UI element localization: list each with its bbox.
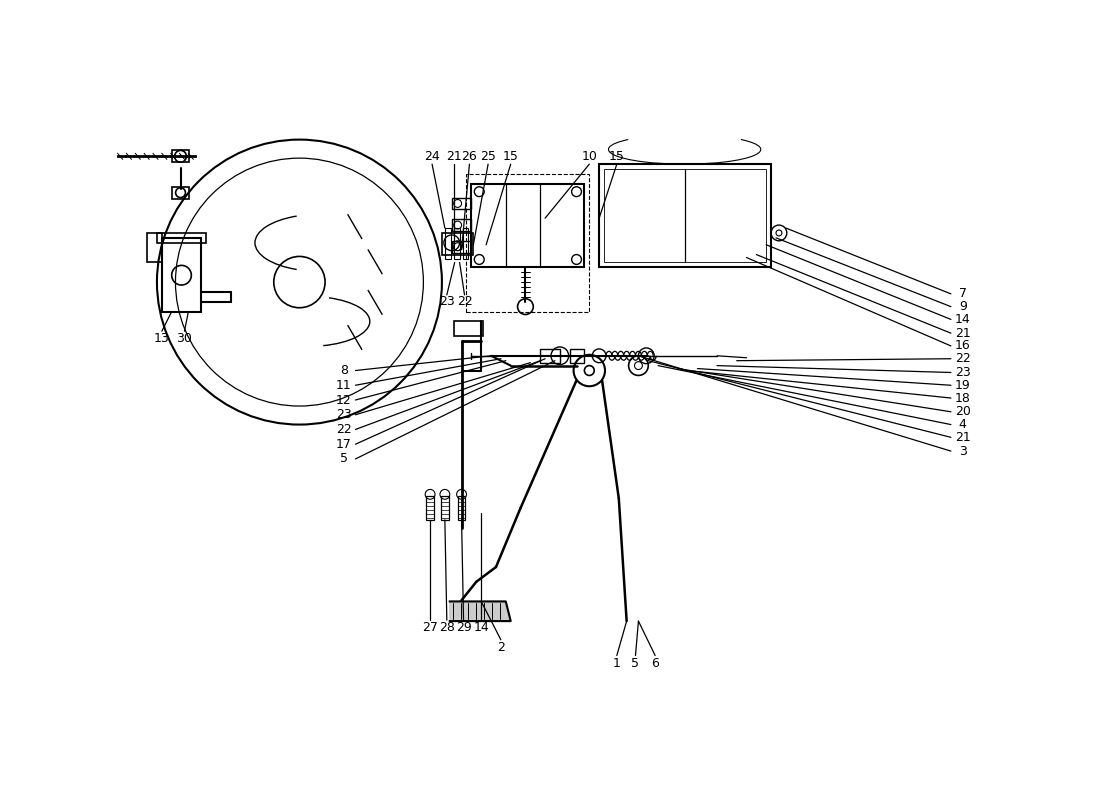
Text: 14: 14 <box>955 313 970 326</box>
Text: 28: 28 <box>439 622 454 634</box>
Text: 23: 23 <box>955 366 970 379</box>
Bar <box>540 349 560 362</box>
Text: 3: 3 <box>959 445 967 458</box>
Text: 6: 6 <box>651 657 659 670</box>
Text: 23: 23 <box>439 295 454 308</box>
Text: 15: 15 <box>503 150 518 163</box>
Bar <box>426 496 434 520</box>
Bar <box>453 228 460 259</box>
Text: 30: 30 <box>176 331 192 345</box>
Bar <box>157 233 206 242</box>
Bar <box>172 186 189 198</box>
Text: 9: 9 <box>959 300 967 313</box>
Bar <box>452 241 472 253</box>
Text: 18: 18 <box>955 391 970 405</box>
Bar <box>162 238 201 311</box>
Bar <box>444 228 451 259</box>
Text: 20: 20 <box>955 406 970 418</box>
Bar <box>147 233 162 262</box>
Text: 24: 24 <box>425 150 440 163</box>
Bar <box>462 228 469 259</box>
Text: 22: 22 <box>456 295 472 308</box>
Text: 21: 21 <box>955 431 970 444</box>
Bar <box>441 496 449 520</box>
Text: 17: 17 <box>336 438 352 450</box>
Text: 7: 7 <box>959 287 967 300</box>
Text: 4: 4 <box>959 418 967 431</box>
Bar <box>458 496 465 520</box>
Text: 11: 11 <box>336 378 352 392</box>
Bar <box>452 198 472 210</box>
Bar <box>466 174 590 311</box>
Text: 29: 29 <box>455 622 472 634</box>
Bar <box>172 150 189 162</box>
Bar <box>600 164 771 267</box>
Text: 5: 5 <box>631 657 639 670</box>
Text: 15: 15 <box>609 150 625 163</box>
Text: 25: 25 <box>481 150 496 163</box>
Text: 12: 12 <box>336 394 352 406</box>
Bar <box>442 233 473 254</box>
Text: 21: 21 <box>955 326 970 340</box>
Bar <box>452 219 472 231</box>
Polygon shape <box>450 602 510 621</box>
Text: 1: 1 <box>613 657 620 670</box>
Text: 22: 22 <box>955 352 970 366</box>
Text: 5: 5 <box>340 453 348 466</box>
Bar <box>472 184 584 267</box>
Text: 19: 19 <box>955 378 970 392</box>
Text: 14: 14 <box>473 622 490 634</box>
Bar <box>604 169 767 262</box>
Bar <box>453 322 483 336</box>
Text: 16: 16 <box>955 339 970 353</box>
Text: 2: 2 <box>497 641 505 654</box>
Text: 21: 21 <box>446 150 462 163</box>
Text: 22: 22 <box>336 423 352 436</box>
Text: 26: 26 <box>462 150 477 163</box>
Text: 10: 10 <box>582 150 597 163</box>
Text: 8: 8 <box>340 364 348 377</box>
Text: 13: 13 <box>154 331 169 345</box>
Text: 23: 23 <box>336 408 352 422</box>
Text: 27: 27 <box>422 622 438 634</box>
Bar <box>570 349 584 362</box>
